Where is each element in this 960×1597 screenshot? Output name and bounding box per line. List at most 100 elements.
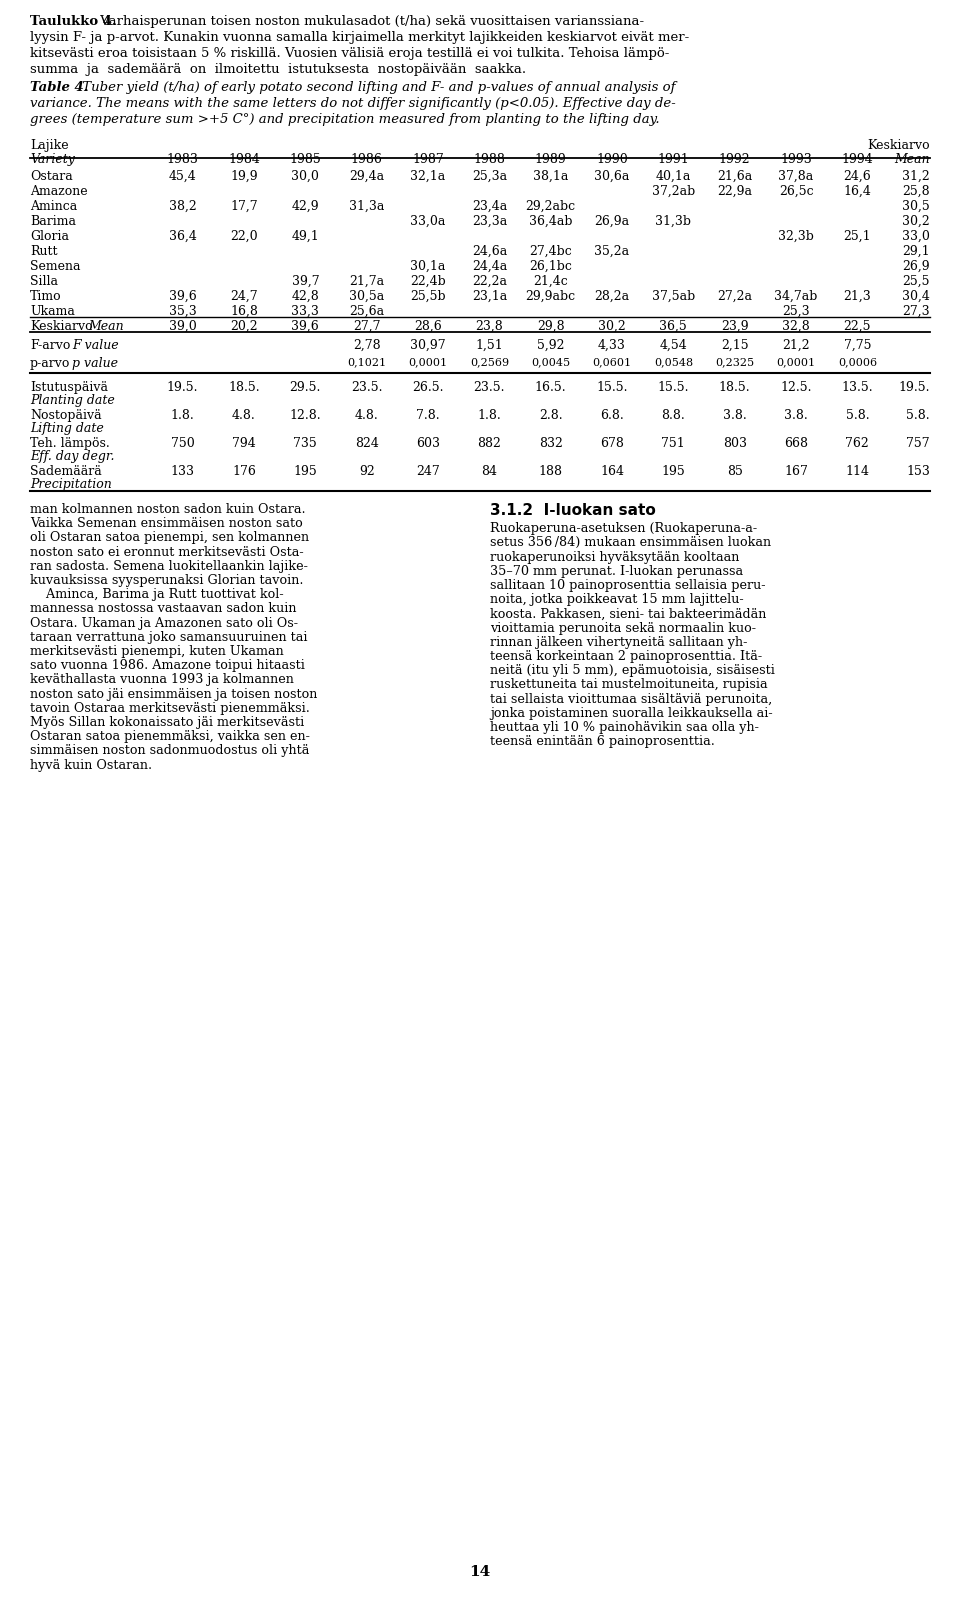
Text: p-arvo: p-arvo	[30, 358, 70, 371]
Text: 1,51: 1,51	[475, 339, 503, 351]
Text: teensä enintään 6 painoprosenttia.: teensä enintään 6 painoprosenttia.	[490, 735, 715, 749]
Text: F-arvo: F-arvo	[30, 339, 70, 351]
Text: summa  ja  sademäärä  on  ilmoitettu  istutuksesta  nostopäivään  saakka.: summa ja sademäärä on ilmoitettu istutuk…	[30, 62, 526, 77]
Text: 33,0a: 33,0a	[410, 216, 445, 228]
Text: 25,3a: 25,3a	[471, 169, 507, 184]
Text: 2,78: 2,78	[353, 339, 380, 351]
Text: 16,8: 16,8	[230, 305, 258, 318]
Text: 22,4b: 22,4b	[410, 275, 445, 287]
Text: 18.5.: 18.5.	[719, 382, 751, 394]
Text: Aminca, Barima ja Rutt tuottivat kol-: Aminca, Barima ja Rutt tuottivat kol-	[30, 588, 283, 600]
Text: 31,3b: 31,3b	[656, 216, 691, 228]
Text: jonka poistaminen suoralla leikkauksella ai-: jonka poistaminen suoralla leikkauksella…	[490, 707, 773, 720]
Text: 30,0: 30,0	[292, 169, 320, 184]
Text: 153: 153	[906, 465, 930, 478]
Text: 23,9: 23,9	[721, 319, 749, 334]
Text: Eff. day degr.: Eff. day degr.	[30, 450, 114, 463]
Text: 35–70 mm perunat. I-luokan perunassa: 35–70 mm perunat. I-luokan perunassa	[490, 565, 743, 578]
Text: rinnan jälkeen vihertyneitä sallitaan yh-: rinnan jälkeen vihertyneitä sallitaan yh…	[490, 636, 748, 648]
Text: 12.8.: 12.8.	[290, 409, 322, 422]
Text: 30,5: 30,5	[902, 200, 930, 212]
Text: 1987: 1987	[412, 153, 444, 166]
Text: 30,6a: 30,6a	[594, 169, 630, 184]
Text: 26.5.: 26.5.	[412, 382, 444, 394]
Text: Variety: Variety	[30, 153, 75, 166]
Text: 29,1: 29,1	[902, 244, 930, 259]
Text: Tuber yield (t/ha) of early potato second lifting and F- and p-values of annual : Tuber yield (t/ha) of early potato secon…	[78, 81, 676, 94]
Text: 19,9: 19,9	[230, 169, 258, 184]
Text: setus 356 /84) mukaan ensimmäisen luokan: setus 356 /84) mukaan ensimmäisen luokan	[490, 537, 771, 549]
Text: Planting date: Planting date	[30, 394, 115, 407]
Text: tai sellaista vioittumaa sisältäviä perunoita,: tai sellaista vioittumaa sisältäviä peru…	[490, 693, 772, 706]
Text: 26,9: 26,9	[902, 260, 930, 273]
Text: Timo: Timo	[30, 291, 61, 303]
Text: Table 4.: Table 4.	[30, 81, 88, 94]
Text: noston sato jäi ensimmäisen ja toisen noston: noston sato jäi ensimmäisen ja toisen no…	[30, 688, 318, 701]
Text: heuttaa yli 10 % painohävikin saa olla yh-: heuttaa yli 10 % painohävikin saa olla y…	[490, 720, 758, 735]
Text: 3.8.: 3.8.	[784, 409, 808, 422]
Text: 19.5.: 19.5.	[167, 382, 199, 394]
Text: Rutt: Rutt	[30, 244, 58, 259]
Text: 23,1a: 23,1a	[471, 291, 507, 303]
Text: 5.8.: 5.8.	[906, 409, 930, 422]
Text: 37,5ab: 37,5ab	[652, 291, 695, 303]
Text: 7.8.: 7.8.	[417, 409, 440, 422]
Text: 30,5a: 30,5a	[349, 291, 384, 303]
Text: 25,5b: 25,5b	[410, 291, 445, 303]
Text: Semena: Semena	[30, 260, 81, 273]
Text: taraan verrattuna joko samansuuruinen tai: taraan verrattuna joko samansuuruinen ta…	[30, 631, 307, 644]
Text: 794: 794	[232, 438, 256, 450]
Text: 35,3: 35,3	[169, 305, 197, 318]
Text: Ostaran satoa pienemmäksi, vaikka sen en-: Ostaran satoa pienemmäksi, vaikka sen en…	[30, 730, 310, 743]
Text: koosta. Pakkasen, sieni- tai bakteerimädän: koosta. Pakkasen, sieni- tai bakteerimäd…	[490, 607, 766, 620]
Text: 0,0045: 0,0045	[531, 358, 570, 367]
Text: 22,0: 22,0	[230, 230, 258, 243]
Text: 21,7a: 21,7a	[349, 275, 384, 287]
Text: 757: 757	[906, 438, 930, 450]
Text: Istutuspäivä: Istutuspäivä	[30, 382, 108, 394]
Text: Taulukko 4.: Taulukko 4.	[30, 14, 117, 29]
Text: 16.5.: 16.5.	[535, 382, 566, 394]
Text: 0,0006: 0,0006	[838, 358, 876, 367]
Text: 114: 114	[846, 465, 870, 478]
Text: 0,1021: 0,1021	[348, 358, 386, 367]
Text: 29,2abc: 29,2abc	[526, 200, 576, 212]
Text: 22,9a: 22,9a	[717, 185, 753, 198]
Text: 824: 824	[355, 438, 378, 450]
Text: lyysin F- ja p-arvot. Kunakin vuonna samalla kirjaimella merkityt lajikkeiden ke: lyysin F- ja p-arvot. Kunakin vuonna sam…	[30, 30, 689, 45]
Text: 751: 751	[661, 438, 685, 450]
Text: 3.1.2  I-luokan sato: 3.1.2 I-luokan sato	[490, 503, 656, 517]
Text: 27,3: 27,3	[902, 305, 930, 318]
Text: kuvauksissa syysperunaksi Glorian tavoin.: kuvauksissa syysperunaksi Glorian tavoin…	[30, 573, 303, 588]
Text: 28,6: 28,6	[414, 319, 442, 334]
Text: variance. The means with the same letters do not differ significantly (p<0.05). : variance. The means with the same letter…	[30, 97, 676, 110]
Text: 26,5c: 26,5c	[779, 185, 813, 198]
Text: 16,4: 16,4	[844, 185, 872, 198]
Text: 176: 176	[232, 465, 256, 478]
Text: keväthallasta vuonna 1993 ja kolmannen: keväthallasta vuonna 1993 ja kolmannen	[30, 674, 294, 687]
Text: Lifting date: Lifting date	[30, 422, 104, 434]
Text: 29,4a: 29,4a	[349, 169, 384, 184]
Text: Mean: Mean	[88, 319, 124, 334]
Text: 0,0548: 0,0548	[654, 358, 693, 367]
Text: 0,2325: 0,2325	[715, 358, 755, 367]
Text: 23,3a: 23,3a	[471, 216, 507, 228]
Text: 7,75: 7,75	[844, 339, 871, 351]
Text: 14: 14	[469, 1565, 491, 1579]
Text: 40,1a: 40,1a	[656, 169, 691, 184]
Text: 23,8: 23,8	[475, 319, 503, 334]
Text: 0,0001: 0,0001	[777, 358, 816, 367]
Text: 29,8: 29,8	[537, 319, 564, 334]
Text: 49,1: 49,1	[292, 230, 320, 243]
Text: 27,2a: 27,2a	[717, 291, 753, 303]
Text: 1.8.: 1.8.	[477, 409, 501, 422]
Text: 23.5.: 23.5.	[351, 382, 382, 394]
Text: 12.5.: 12.5.	[780, 382, 812, 394]
Text: 15.5.: 15.5.	[596, 382, 628, 394]
Text: 38,1a: 38,1a	[533, 169, 568, 184]
Text: 5,92: 5,92	[537, 339, 564, 351]
Text: Keskiarvo: Keskiarvo	[30, 319, 92, 334]
Text: sato vuonna 1986. Amazone toipui hitaasti: sato vuonna 1986. Amazone toipui hitaast…	[30, 660, 305, 672]
Text: Ostara: Ostara	[30, 169, 73, 184]
Text: teensä korkeintaan 2 painoprosenttia. Itä-: teensä korkeintaan 2 painoprosenttia. It…	[490, 650, 762, 663]
